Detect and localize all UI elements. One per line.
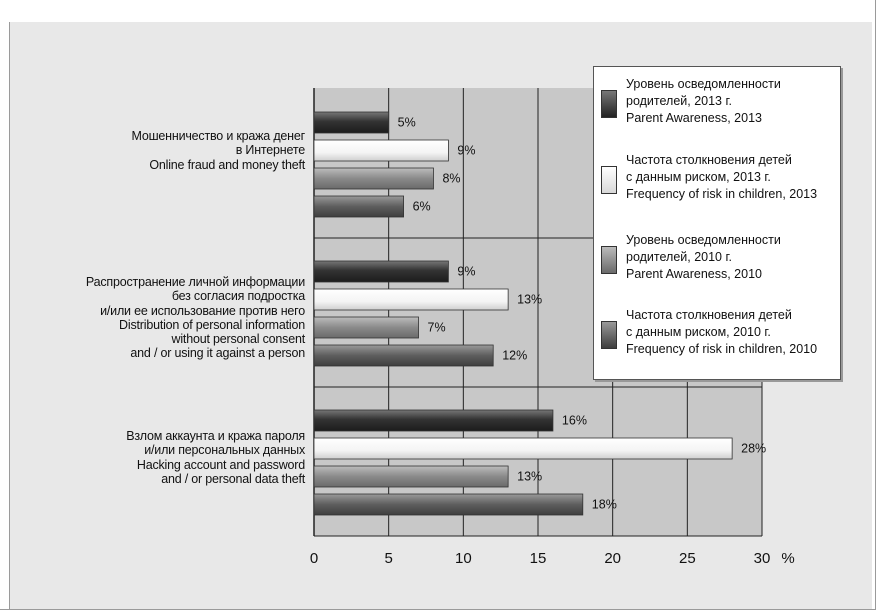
- bar: [313, 111, 390, 134]
- legend-label-frequency-2010: Частота столкновения детей с данным риск…: [626, 308, 818, 356]
- bar: [313, 139, 449, 162]
- chart-legend: Уровень осведомленности родителей, 2013 …: [593, 66, 841, 380]
- bar: [313, 465, 509, 488]
- bar: [313, 260, 449, 283]
- data-label: 8%: [442, 172, 460, 186]
- bar: [313, 493, 584, 516]
- data-label: 9%: [457, 265, 475, 279]
- data-label: 16%: [562, 414, 587, 428]
- x-tick-label: 5: [384, 550, 392, 567]
- bar: [313, 316, 419, 339]
- bar: [313, 409, 554, 432]
- bar: [313, 195, 404, 218]
- data-label: 5%: [398, 116, 416, 130]
- x-tick-label: 20: [604, 550, 621, 567]
- category-label-personal-info: Распространение личной информации без со…: [85, 275, 305, 361]
- data-label: 12%: [502, 349, 527, 363]
- data-label: 28%: [741, 442, 766, 456]
- x-tick-label: 25: [679, 550, 696, 567]
- legend-label-awareness-2013: Уровень осведомленности родителей, 2013 …: [626, 77, 781, 125]
- bar: [313, 167, 434, 190]
- data-label: 9%: [457, 144, 475, 158]
- legend-label-awareness-2010: Уровень осведомленности родителей, 2010 …: [626, 233, 781, 281]
- legend-label-frequency-2013: Частота столкновения детей с данным риск…: [626, 153, 818, 201]
- x-unit-label: %: [781, 550, 794, 567]
- data-label: 6%: [413, 200, 431, 214]
- category-label-account-hacking: Взлом аккаунта и кража пароля и/или перс…: [126, 429, 305, 486]
- bar: [313, 288, 509, 311]
- bar: [313, 437, 733, 460]
- data-label: 13%: [517, 293, 542, 307]
- data-label: 18%: [592, 498, 617, 512]
- x-tick-label: 30: [754, 550, 771, 567]
- data-label: 7%: [428, 321, 446, 335]
- legend-swatch-frequency-2010: [601, 321, 617, 349]
- data-label: 13%: [517, 470, 542, 484]
- x-tick-label: 15: [530, 550, 547, 567]
- bar: [313, 344, 494, 367]
- legend-swatch-frequency-2013: [601, 166, 617, 194]
- category-label-online-fraud: Мошенничество и кража денег в Интернете …: [131, 129, 305, 172]
- legend-swatch-awareness-2013: [601, 90, 617, 118]
- x-tick-label: 10: [455, 550, 472, 567]
- x-tick-label: 0: [310, 550, 318, 567]
- legend-swatch-awareness-2010: [601, 246, 617, 274]
